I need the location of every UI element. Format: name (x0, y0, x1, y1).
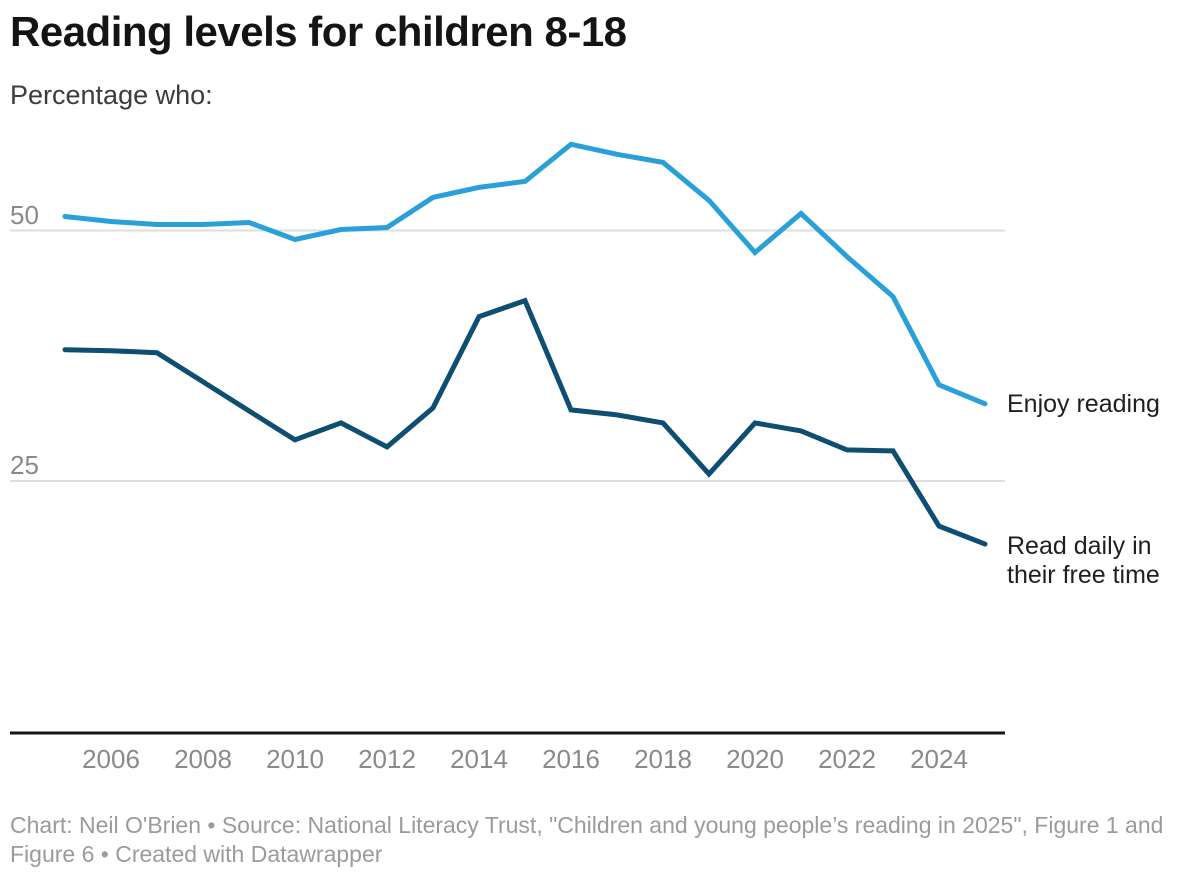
legend-label-line: Read daily in (1007, 532, 1152, 560)
legend-label-line: their free time (1007, 561, 1160, 589)
chart-title: Reading levels for children 8-18 (10, 8, 627, 55)
x-axis-label-2008: 2008 (174, 744, 232, 774)
x-axis-label-2020: 2020 (726, 744, 784, 774)
y-axis-label-25: 25 (10, 450, 39, 480)
x-axis-label-2012: 2012 (358, 744, 416, 774)
x-axis-label-2006: 2006 (82, 744, 140, 774)
read-daily-line (62, 297, 988, 547)
legend-enjoy-reading: Enjoy reading (1007, 390, 1160, 419)
x-axis-label-2024: 2024 (910, 744, 968, 774)
x-axis-label-2010: 2010 (266, 744, 324, 774)
enjoy-reading-line (62, 141, 988, 407)
x-axis-label-2018: 2018 (634, 744, 692, 774)
x-axis-label-2016: 2016 (542, 744, 600, 774)
legend-read-daily: Read daily in their free time (1007, 532, 1160, 590)
y-axis-label-50: 50 (10, 199, 39, 230)
x-axis-label-2022: 2022 (818, 744, 876, 774)
attribution-footer: Chart: Neil O'Brien • Source: National L… (10, 812, 1164, 867)
chart-subtitle: Percentage who: (10, 80, 213, 110)
legend-label-line: Enjoy reading (1007, 390, 1160, 418)
x-axis-label-2014: 2014 (450, 744, 508, 774)
